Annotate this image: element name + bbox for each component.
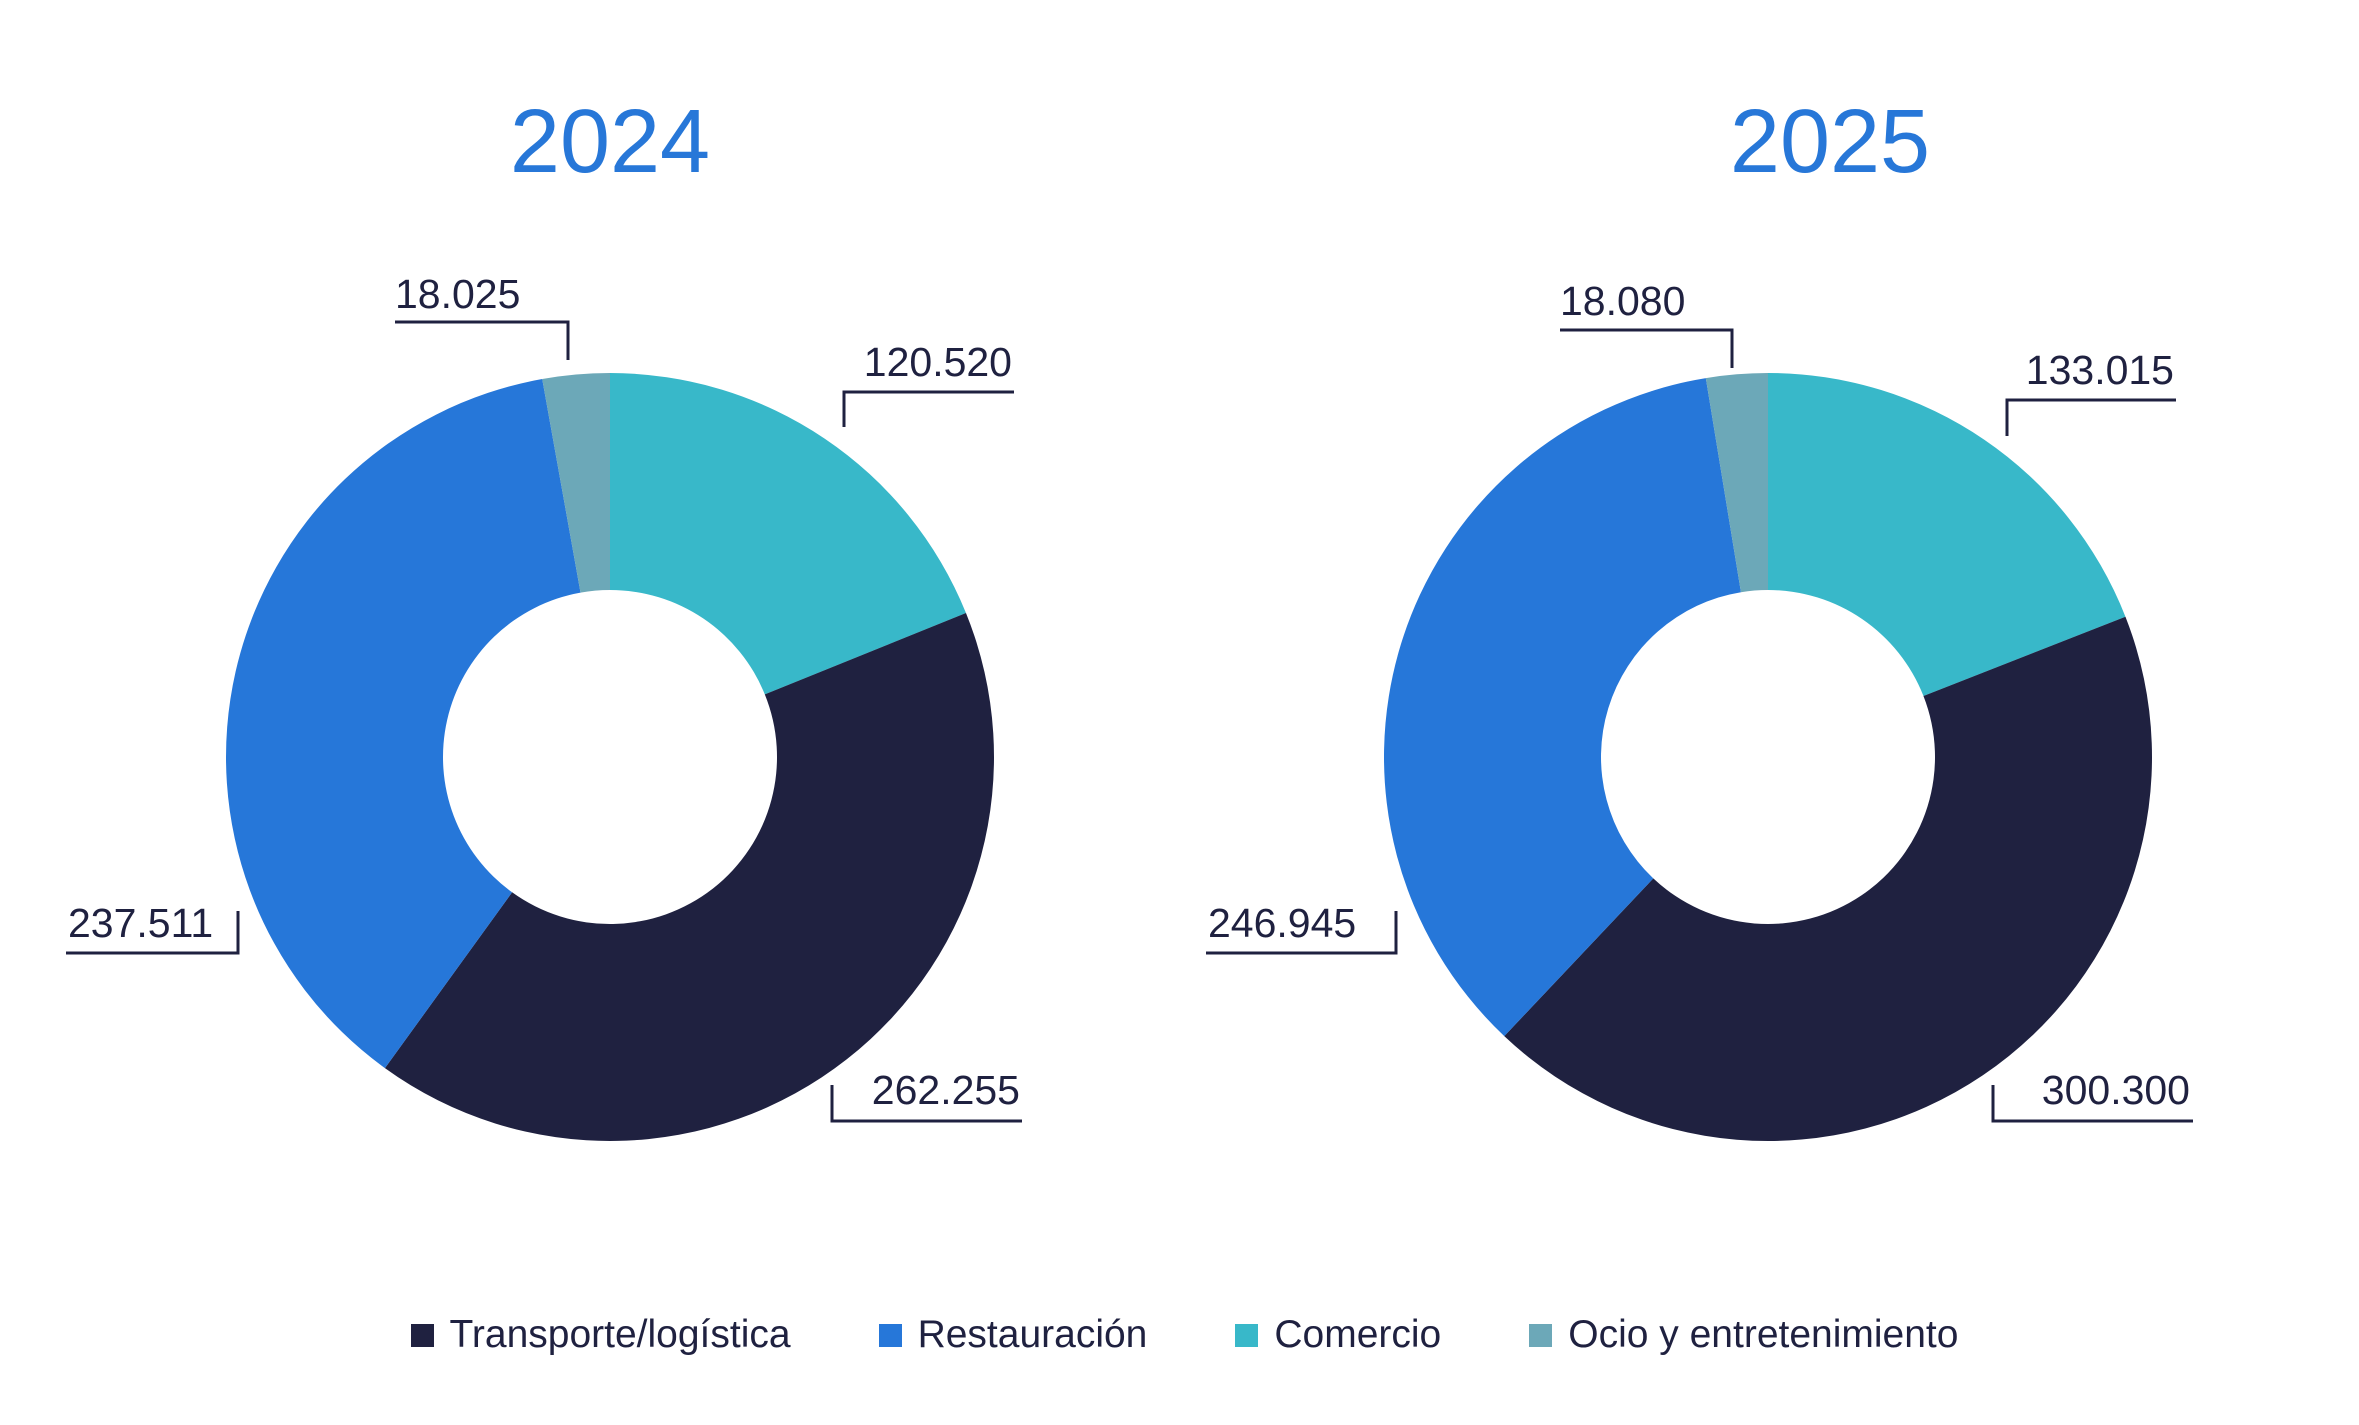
value-label-transporte-2024: 262.255 (872, 1067, 1020, 1113)
slice-transporte-2025 (1504, 616, 2152, 1141)
labels-2025: 300.300 246.945 133.015 18.080 (1206, 278, 2193, 1123)
slice-comercio-2025 (1768, 373, 2126, 696)
legend-swatch-comercio (1235, 1323, 1259, 1347)
slice-restauracion-2025 (1384, 378, 1741, 1037)
legend-label-comercio: Comercio (1274, 1313, 1442, 1356)
value-label-transporte-2025: 300.300 (2042, 1067, 2190, 1113)
legend-item-comercio: Comercio (1235, 1313, 1441, 1357)
legend-label-transporte: Transporte/logística (449, 1313, 791, 1356)
legend-item-transporte: Transporte/logística (410, 1313, 791, 1357)
value-label-ocio-2025: 18.080 (1560, 278, 1685, 324)
leader-line-ocio-2025 (1560, 328, 1734, 368)
value-label-ocio-2024: 18.025 (395, 271, 520, 317)
value-label-comercio-2024: 120.520 (864, 339, 1012, 385)
legend-swatch-transporte (410, 1323, 434, 1347)
leader-line-restauracion-2024 (66, 911, 240, 955)
leader-line-comercio-2024 (842, 390, 1014, 427)
legend-label-restauracion: Restauración (917, 1313, 1148, 1356)
value-label-restauracion-2025: 246.945 (1208, 900, 1356, 946)
slice-restauracion-2024 (226, 379, 581, 1069)
slices-2024 (226, 373, 995, 1141)
leader-line-comercio-2025 (2005, 398, 2176, 436)
legend-item-restauracion: Restauración (878, 1313, 1148, 1357)
chart-2024: 2024 262.255 237.511 120.520 18.025 (66, 92, 1022, 1141)
legend-label-ocio: Ocio y entretenimiento (1568, 1313, 1959, 1356)
value-label-restauracion-2024: 237.511 (68, 900, 213, 946)
slice-ocio-2024 (542, 373, 610, 593)
leader-line-transporte-2025 (1991, 1085, 2193, 1123)
legend-item-ocio: Ocio y entretenimiento (1529, 1313, 1958, 1357)
legend-swatch-restauracion (878, 1323, 902, 1347)
labels-2024: 262.255 237.511 120.520 18.025 (66, 271, 1022, 1123)
chart-title-2025: 2025 (1730, 92, 1930, 192)
value-label-comercio-2025: 133.015 (2026, 347, 2174, 393)
slice-transporte-2024 (384, 612, 995, 1141)
chart-title-2024: 2024 (510, 92, 710, 192)
slice-ocio-2025 (1705, 373, 1768, 593)
legend: Transporte/logística Restauración Comerc… (0, 1305, 2359, 1365)
leader-line-transporte-2024 (830, 1085, 1022, 1123)
slice-comercio-2024 (610, 373, 966, 695)
legend-swatch-ocio (1529, 1323, 1553, 1347)
leader-line-ocio-2024 (395, 320, 570, 360)
leader-line-restauracion-2025 (1206, 911, 1398, 955)
chart-2025: 2025 300.300 246.945 133.015 18.080 (1206, 92, 2193, 1141)
slices-2025 (1384, 373, 2152, 1141)
